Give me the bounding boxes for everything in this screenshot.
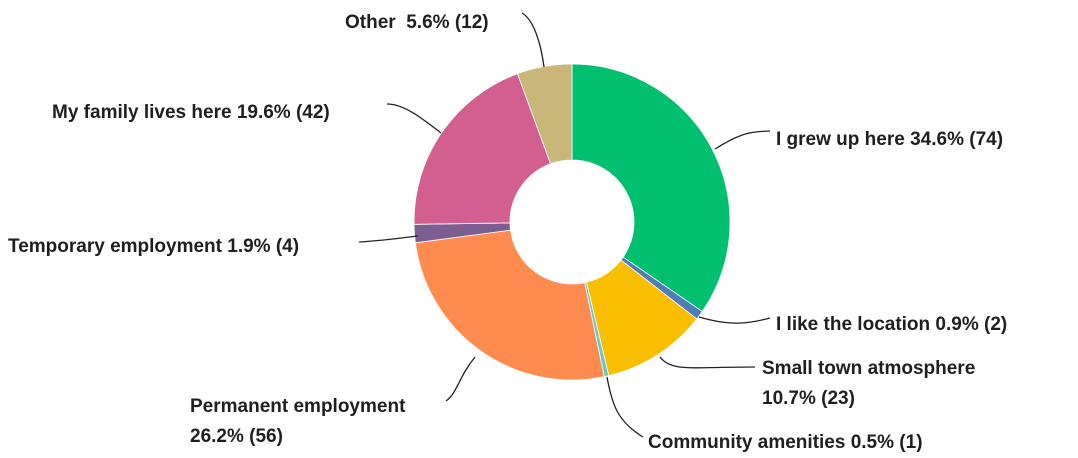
slice-label-small-town-atmosphere-line-2: 10.7% (23) <box>762 388 855 409</box>
leader-line-temporary-employment <box>358 235 419 243</box>
leader-lines <box>358 12 771 438</box>
slice-label-i-grew-up-here: I grew up here 34.6% (74) <box>776 129 1003 150</box>
slice-label-other: Other 5.6% (12) <box>345 12 489 33</box>
slice-label-small-town-atmosphere-line-1: Small town atmosphere <box>762 358 975 379</box>
leader-line-other <box>521 12 545 68</box>
slice-label-my-family-lives-here: My family lives here 19.6% (42) <box>52 102 330 123</box>
slice-label-community-amenities: Community amenities 0.5% (1) <box>648 432 923 453</box>
donut-slices <box>413 63 731 381</box>
leader-line-i-grew-up-here <box>714 130 771 150</box>
slice-my-family-lives-here <box>413 73 552 225</box>
slice-other <box>516 63 573 165</box>
leader-line-my-family-lives-here <box>386 103 442 134</box>
leader-line-community-amenities <box>606 376 644 438</box>
slice-label-permanent-employment-line-2: 26.2% (56) <box>190 426 283 447</box>
slice-label-i-like-the-location: I like the location 0.9% (2) <box>776 314 1007 335</box>
slice-i-grew-up-here <box>571 63 731 313</box>
slice-label-temporary-employment: Temporary employment 1.9% (4) <box>8 236 299 257</box>
leader-line-i-like-the-location <box>698 316 771 324</box>
leader-line-permanent-employment <box>445 356 476 402</box>
leader-line-small-town-atmosphere <box>659 356 756 369</box>
slice-label-permanent-employment-line-1: Permanent employment <box>190 396 406 417</box>
slice-labels: I grew up here 34.6% (74) I like the loca… <box>8 12 1007 453</box>
slice-permanent-employment <box>414 229 605 381</box>
